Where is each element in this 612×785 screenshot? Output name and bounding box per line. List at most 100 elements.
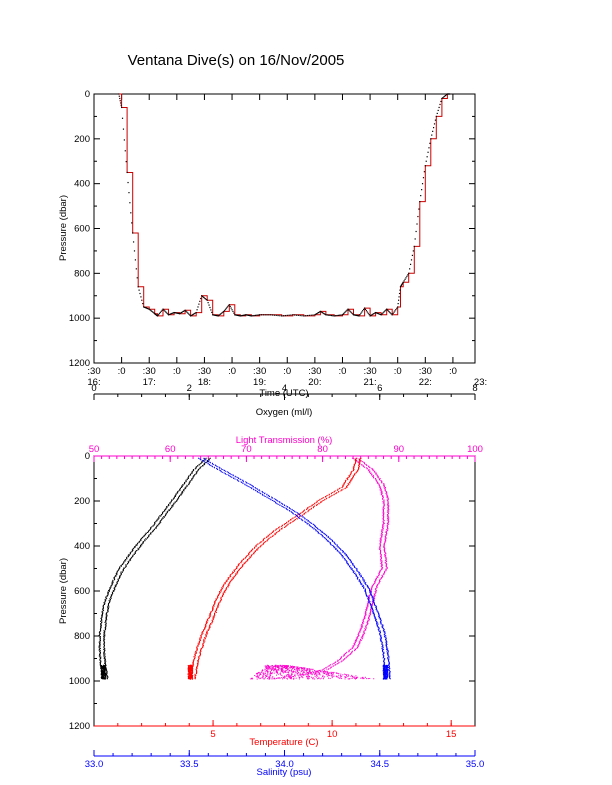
profile-point	[160, 520, 162, 522]
profile-point	[357, 646, 359, 648]
profile-point	[103, 636, 105, 638]
profile-point	[309, 525, 311, 527]
profile-point	[282, 678, 284, 680]
profile-point	[285, 523, 287, 524]
profile-point	[256, 548, 258, 550]
profile-point	[263, 495, 265, 497]
dive-x-hour-label: 17:	[143, 377, 156, 388]
profile-point	[103, 674, 105, 676]
profile-point	[383, 483, 385, 485]
profile-point	[357, 470, 359, 472]
profile-point	[199, 638, 201, 640]
profile-point	[185, 480, 187, 482]
dive-point	[166, 312, 168, 314]
profile-point	[387, 495, 389, 497]
profile-point	[365, 583, 367, 585]
profile-point	[109, 588, 111, 590]
profile-point	[258, 547, 260, 549]
profile-point	[279, 505, 281, 506]
dive-point	[249, 315, 252, 317]
profile-point	[108, 602, 110, 604]
profile-point	[380, 542, 382, 544]
profile-point	[103, 632, 105, 634]
profile-point	[366, 608, 368, 610]
profile-point	[170, 500, 172, 502]
profile-point	[388, 665, 390, 667]
profile-point	[261, 676, 263, 678]
dive-point	[394, 310, 396, 312]
profile-point	[250, 484, 252, 486]
profile-point	[359, 573, 361, 575]
profile-point	[271, 666, 273, 668]
profile-point	[370, 589, 372, 591]
profile-point	[321, 498, 323, 500]
profile-point	[238, 570, 240, 572]
profile-point	[101, 672, 103, 674]
profile-point	[104, 661, 106, 663]
profile-point	[370, 589, 372, 591]
profile-point	[360, 460, 362, 461]
profile-point	[267, 678, 269, 680]
profile-point	[193, 475, 195, 477]
profile-point	[105, 618, 107, 620]
dive-point	[326, 314, 328, 316]
profile-point	[369, 591, 371, 593]
profile-point	[219, 601, 221, 603]
profile-point	[283, 677, 285, 679]
profile-point	[308, 671, 310, 673]
dive-point	[314, 314, 316, 316]
profile-point	[294, 666, 296, 668]
profile-point	[315, 530, 317, 532]
profile-point	[296, 673, 298, 675]
profile-point	[112, 592, 114, 594]
profile-point	[372, 611, 374, 613]
profile-point	[258, 676, 260, 678]
profile-point	[363, 617, 365, 619]
profile-point	[385, 670, 387, 672]
profile-point	[285, 674, 287, 676]
profile-point	[104, 624, 106, 626]
profile-point	[194, 474, 196, 476]
profile-point	[388, 677, 390, 679]
profile-point	[385, 492, 387, 494]
profile-point	[329, 537, 331, 539]
profile-point	[328, 668, 330, 670]
profile-point	[190, 480, 192, 482]
profile-point	[165, 513, 167, 515]
dive-point	[399, 289, 401, 291]
profile-point	[377, 577, 379, 578]
dive-point	[133, 250, 136, 252]
profile-point	[344, 488, 346, 490]
profile-point	[354, 644, 356, 646]
dive-point	[384, 310, 386, 312]
profile-point	[109, 600, 111, 602]
profile-point	[144, 534, 146, 536]
profile-point	[365, 626, 367, 628]
profile-point	[381, 643, 383, 645]
profile-point	[343, 552, 345, 554]
profile-point	[144, 539, 146, 541]
dive-point	[131, 222, 133, 224]
profile-point	[386, 567, 388, 569]
profile-point	[374, 591, 376, 593]
profile-point	[269, 496, 271, 497]
profile-point	[293, 666, 295, 668]
profile-point	[250, 484, 252, 486]
profile-point	[383, 660, 385, 662]
profile-point	[105, 667, 107, 669]
profile-point	[340, 675, 342, 677]
profile-point	[189, 665, 191, 667]
profile-point	[150, 526, 152, 528]
profile-point	[229, 580, 231, 582]
profile-point	[318, 670, 320, 672]
profile-point	[364, 616, 366, 618]
profile-point	[146, 532, 148, 533]
profile-point	[370, 590, 372, 592]
dive-point	[134, 259, 137, 261]
dive-y-tick-label: 800	[74, 268, 90, 279]
profile-point	[253, 547, 255, 549]
dive-point	[356, 314, 358, 317]
profile-point	[379, 489, 381, 491]
profile-point	[111, 583, 113, 585]
profile-point	[310, 523, 312, 524]
